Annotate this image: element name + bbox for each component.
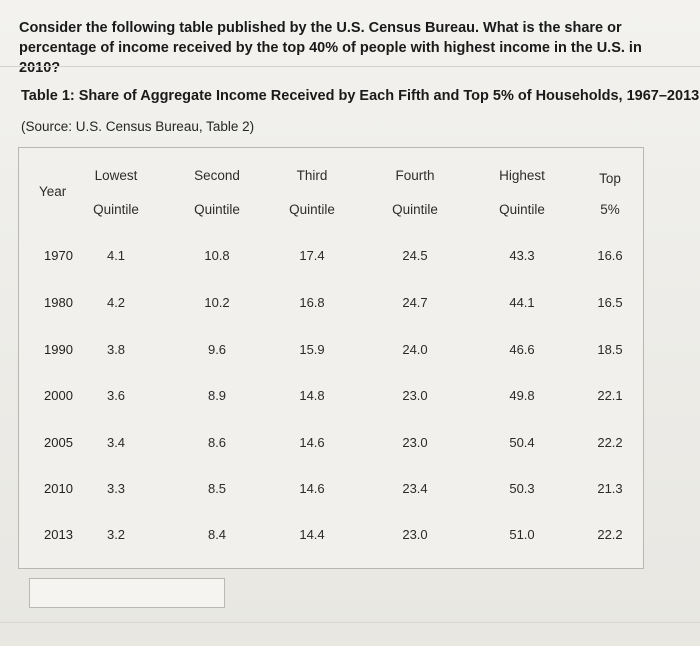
- table-cell: 14.6: [299, 481, 325, 496]
- table-source: (Source: U.S. Census Bureau, Table 2): [21, 119, 255, 134]
- table-cell: 10.8: [204, 248, 230, 263]
- table-cell: 9.6: [207, 342, 227, 357]
- column-header-line2: Quintile: [194, 202, 240, 217]
- table-cell: 3.8: [106, 342, 126, 357]
- table-cell: 24.0: [402, 342, 428, 357]
- row-year: 1990: [44, 342, 73, 357]
- table-cell: 18.5: [597, 342, 623, 357]
- table-cell: 50.4: [509, 435, 535, 450]
- column-header-line2: Quintile: [93, 202, 139, 217]
- table-cell: 46.6: [509, 342, 535, 357]
- column-header-line2: Quintile: [289, 202, 335, 217]
- table-cell: 3.6: [106, 388, 126, 403]
- row-year: 1970: [44, 248, 73, 263]
- table-cell: 24.7: [402, 295, 428, 310]
- column-header-line2: Quintile: [392, 202, 438, 217]
- table-cell: 8.4: [207, 527, 227, 542]
- column-header-line2: Quintile: [499, 202, 545, 217]
- table-cell: 16.8: [299, 295, 325, 310]
- year-header: Year: [39, 184, 67, 199]
- table-cell: 8.5: [207, 481, 227, 496]
- table-cell: 14.6: [299, 435, 325, 450]
- table-cell: 21.3: [597, 481, 623, 496]
- table-cell: 23.0: [402, 527, 428, 542]
- table-cell: 15.9: [299, 342, 325, 357]
- row-year: 1980: [44, 295, 73, 310]
- table-cell: 3.2: [106, 527, 126, 542]
- table-cell: 44.1: [509, 295, 535, 310]
- table-cell: 10.2: [204, 295, 230, 310]
- table-cell: 14.4: [299, 527, 325, 542]
- column-header-line1: Fourth: [395, 168, 435, 183]
- column-header-line1: Highest: [499, 168, 545, 183]
- row-year: 2013: [44, 527, 73, 542]
- table-cell: 4.1: [106, 248, 126, 263]
- row-year: 2005: [44, 435, 73, 450]
- bottom-divider: [0, 622, 700, 623]
- column-header-line1: Top: [599, 171, 621, 186]
- table-cell: 8.9: [207, 388, 227, 403]
- table-cell: 17.4: [299, 248, 325, 263]
- table-cell: 22.1: [597, 388, 623, 403]
- income-table: Year Lowest Quintile Second Quintile Third Qu…: [18, 147, 644, 569]
- row-year: 2000: [44, 388, 73, 403]
- table-cell: 51.0: [509, 527, 535, 542]
- table-cell: 23.0: [402, 388, 428, 403]
- column-header-line1: Lowest: [94, 168, 138, 183]
- divider: [0, 66, 700, 67]
- table-cell: 16.6: [597, 248, 623, 263]
- table-cell: 14.8: [299, 388, 325, 403]
- table-cell: 50.3: [509, 481, 535, 496]
- column-header-line1: Third: [296, 168, 328, 183]
- table-cell: 3.3: [106, 481, 126, 496]
- table-cell: 23.0: [402, 435, 428, 450]
- table-cell: 16.5: [597, 295, 623, 310]
- row-year: 2010: [44, 481, 73, 496]
- column-header-line2: 5%: [600, 202, 620, 217]
- table-cell: 22.2: [597, 435, 623, 450]
- table-cell: 23.4: [402, 481, 428, 496]
- table-cell: 3.4: [106, 435, 126, 450]
- table-cell: 22.2: [597, 527, 623, 542]
- question-text: Consider the following table published b…: [19, 20, 642, 76]
- column-header-line1: Second: [194, 168, 240, 183]
- table-cell: 24.5: [402, 248, 428, 263]
- table-cell: 8.6: [207, 435, 227, 450]
- table-cell: 43.3: [509, 248, 535, 263]
- answer-input[interactable]: [29, 578, 225, 608]
- table-cell: 49.8: [509, 388, 535, 403]
- table-title: Table 1: Share of Aggregate Income Recei…: [21, 88, 700, 104]
- table-cell: 4.2: [106, 295, 126, 310]
